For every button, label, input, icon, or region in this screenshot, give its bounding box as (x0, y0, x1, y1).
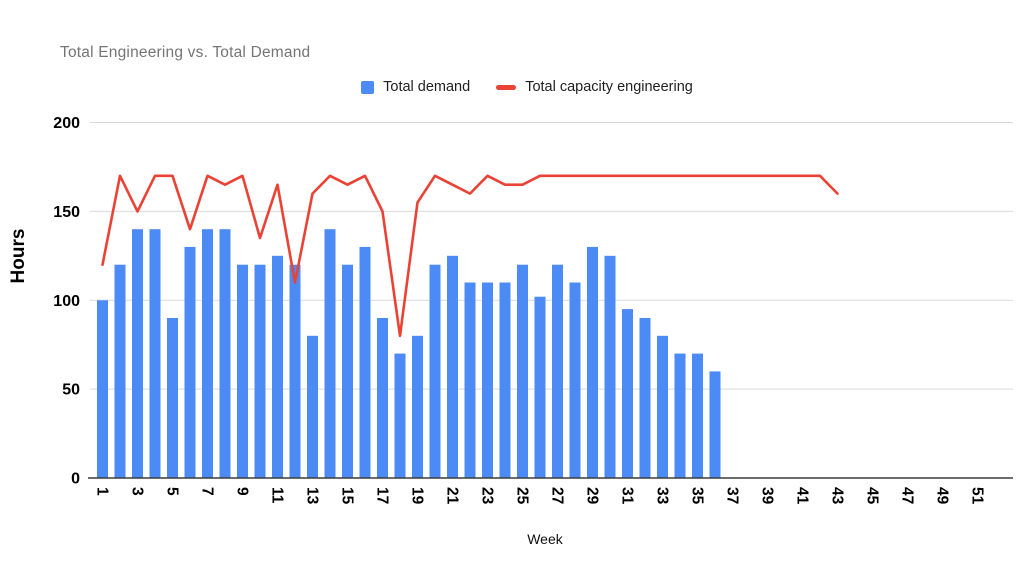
y-tick-label-0: 0 (71, 471, 80, 488)
demand-bar-week-12 (289, 264, 301, 478)
x-tick-label-43: 43 (829, 487, 846, 505)
x-tick-label-33: 33 (654, 487, 671, 505)
y-tick-label-100: 100 (53, 293, 80, 310)
demand-bar-week-13 (307, 335, 318, 478)
demand-bar-week-20 (429, 264, 441, 478)
x-axis-title: Week (527, 531, 563, 547)
demand-bar-week-34 (674, 353, 686, 478)
demand-bar-week-32 (639, 318, 651, 478)
demand-bar-week-9 (237, 264, 248, 478)
demand-bar-week-35 (692, 353, 703, 478)
x-tick-label-51: 51 (969, 487, 986, 505)
x-tick-label-37: 37 (724, 487, 741, 504)
capacity-line (101, 174, 839, 338)
demand-bar-week-14 (324, 229, 336, 478)
demand-bar-week-23 (482, 282, 493, 478)
x-tick-label-45: 45 (864, 487, 881, 505)
x-tick-label-35: 35 (689, 487, 706, 505)
legend-label-total-demand: Total demand (383, 79, 471, 95)
demand-bar-week-17 (377, 318, 388, 478)
x-tick-label-21: 21 (444, 487, 461, 505)
x-tick-label-7: 7 (199, 487, 216, 496)
demand-bar-week-6 (184, 246, 196, 478)
demand-bar-week-26 (534, 296, 546, 478)
x-tick-label-19: 19 (409, 487, 426, 505)
x-tick-label-17: 17 (374, 487, 391, 504)
demand-bar-week-33 (657, 335, 668, 478)
demand-bar-week-4 (149, 229, 161, 478)
demand-bar-week-18 (394, 353, 406, 478)
legend-item-total-capacity-engineering: Total capacity engineering (496, 79, 693, 95)
x-tick-label-9: 9 (234, 487, 251, 496)
demand-bar-week-2 (114, 264, 126, 478)
demand-bar-week-15 (342, 264, 353, 478)
demand-bar-week-11 (272, 255, 283, 478)
legend: Total demand Total capacity engineering (30, 76, 1024, 98)
legend-item-total-demand: Total demand (361, 79, 470, 95)
demand-bar-week-25 (517, 264, 528, 478)
x-tick-label-41: 41 (794, 487, 811, 505)
x-tick-label-27: 27 (549, 487, 566, 504)
demand-bar-week-3 (132, 229, 143, 478)
legend-swatch-dash-icon (496, 84, 517, 90)
demand-bar-week-5 (167, 318, 178, 478)
x-tick-label-31: 31 (619, 487, 636, 505)
x-tick-label-47: 47 (899, 487, 916, 504)
demand-bar-week-31 (622, 309, 633, 478)
x-tick-label-29: 29 (584, 487, 601, 505)
legend-label-total-capacity-engineering: Total capacity engineering (525, 79, 693, 95)
demand-bar-week-8 (219, 229, 231, 478)
x-tick-label-39: 39 (759, 487, 776, 505)
demand-bar-week-10 (254, 264, 266, 478)
demand-bar-week-19 (412, 335, 423, 478)
y-tick-label-50: 50 (62, 382, 80, 399)
demand-bar-week-21 (447, 255, 458, 478)
x-tick-label-15: 15 (339, 487, 356, 505)
demand-bar-week-1 (97, 300, 108, 479)
demand-bar-week-22 (464, 282, 476, 478)
x-tick-label-5: 5 (164, 487, 181, 496)
demand-bar-week-24 (499, 282, 511, 478)
x-tick-label-1: 1 (94, 487, 111, 496)
x-tick-label-49: 49 (934, 487, 951, 505)
x-tick-label-3: 3 (129, 487, 146, 496)
x-tick-label-25: 25 (514, 487, 531, 505)
demand-bar-week-27 (552, 264, 563, 478)
x-tick-label-11: 11 (269, 487, 286, 504)
demand-bar-week-28 (569, 282, 581, 478)
x-tick-label-13: 13 (304, 487, 321, 505)
demand-bar-week-7 (202, 229, 213, 478)
demand-bar-week-16 (359, 246, 371, 478)
chart-title: Total Engineering vs. Total Demand (60, 44, 311, 61)
x-tick-label-23: 23 (479, 487, 496, 505)
demand-bar-week-36 (709, 371, 721, 478)
legend-swatch-square-icon (361, 80, 375, 94)
y-tick-label-200: 200 (53, 115, 80, 132)
demand-bar-week-29 (587, 246, 598, 478)
y-tick-label-150: 150 (53, 204, 80, 221)
demand-bar-week-30 (604, 255, 616, 478)
